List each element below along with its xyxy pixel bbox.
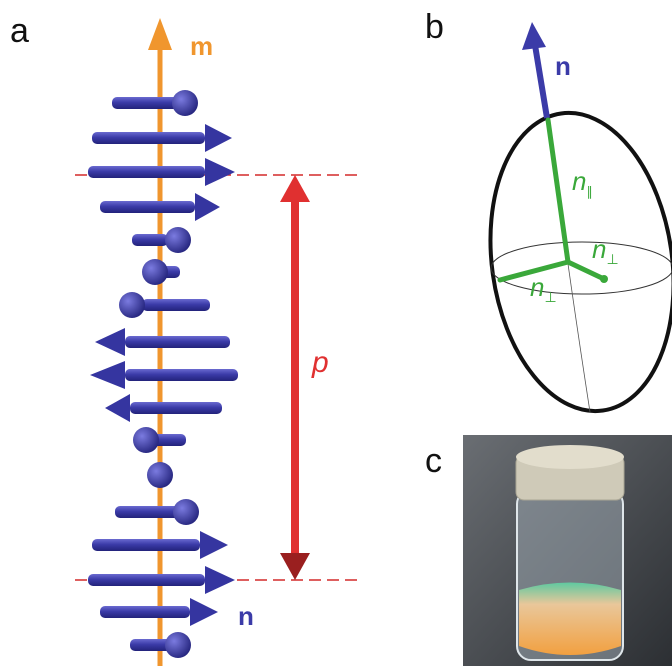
pitch-label: p bbox=[311, 346, 329, 379]
arrow-head bbox=[165, 227, 191, 253]
arrow-head bbox=[205, 124, 232, 152]
arrow-head bbox=[147, 462, 173, 488]
arrow-shaft bbox=[88, 574, 205, 586]
arrow-shaft bbox=[92, 132, 205, 144]
arrow-shaft bbox=[88, 166, 205, 178]
panel-c: c bbox=[425, 435, 672, 666]
label-sub: ∥ bbox=[586, 184, 593, 199]
axis-arrowhead bbox=[148, 18, 172, 50]
arrow-head bbox=[190, 598, 218, 626]
arrow-shaft bbox=[100, 201, 195, 213]
arrow-shaft bbox=[130, 402, 222, 414]
panel-a: a m p n bbox=[10, 12, 360, 666]
label-base: n bbox=[572, 166, 586, 196]
arrow-shaft bbox=[125, 336, 230, 348]
panel-b: b n n∥ n⊥ n⊥ bbox=[425, 8, 672, 423]
director bbox=[535, 45, 547, 118]
arrow-head bbox=[200, 531, 228, 559]
arrow-head bbox=[105, 394, 130, 422]
arrow-shaft bbox=[125, 369, 238, 381]
arrow-head bbox=[205, 566, 235, 594]
director-label: n bbox=[555, 51, 571, 81]
parallel-label: n∥ bbox=[572, 166, 593, 199]
label-sub: ⊥ bbox=[606, 251, 618, 267]
arrow-shaft bbox=[92, 539, 200, 551]
arrow-head bbox=[142, 259, 168, 285]
arrow-head bbox=[205, 158, 235, 186]
director-label: n bbox=[238, 601, 254, 631]
arrow-shaft bbox=[112, 97, 182, 109]
panel-label: a bbox=[10, 12, 29, 50]
axis-tip bbox=[600, 275, 608, 283]
label-base: n bbox=[530, 272, 544, 302]
director-arrows bbox=[88, 90, 238, 658]
cap-top bbox=[516, 445, 624, 469]
pitch-arrowhead bbox=[280, 553, 310, 580]
arrow-head bbox=[165, 632, 191, 658]
director-arrowhead bbox=[522, 22, 546, 50]
pitch-arrowhead bbox=[280, 175, 310, 202]
arrow-shaft bbox=[142, 299, 210, 311]
label-sub: ⊥ bbox=[544, 289, 556, 305]
arrow-head bbox=[95, 328, 125, 356]
perp-label: n⊥ bbox=[530, 272, 557, 305]
figure: a m p n b n n∥ n⊥ n⊥ c bbox=[0, 0, 672, 666]
arrow-head bbox=[119, 292, 145, 318]
perp-label: n⊥ bbox=[592, 234, 619, 267]
arrow-head bbox=[172, 90, 198, 116]
axis-label: m bbox=[190, 31, 213, 61]
arrow-shaft bbox=[132, 234, 168, 246]
arrow-shaft bbox=[115, 506, 180, 518]
liquid bbox=[519, 583, 621, 656]
panel-label: c bbox=[425, 442, 442, 480]
arrow-head bbox=[90, 361, 125, 389]
arrow-head bbox=[173, 499, 199, 525]
label-base: n bbox=[592, 234, 606, 264]
arrow-head bbox=[195, 193, 220, 221]
arrow-head bbox=[133, 427, 159, 453]
arrow-shaft bbox=[100, 606, 190, 618]
panel-label: b bbox=[425, 8, 444, 46]
